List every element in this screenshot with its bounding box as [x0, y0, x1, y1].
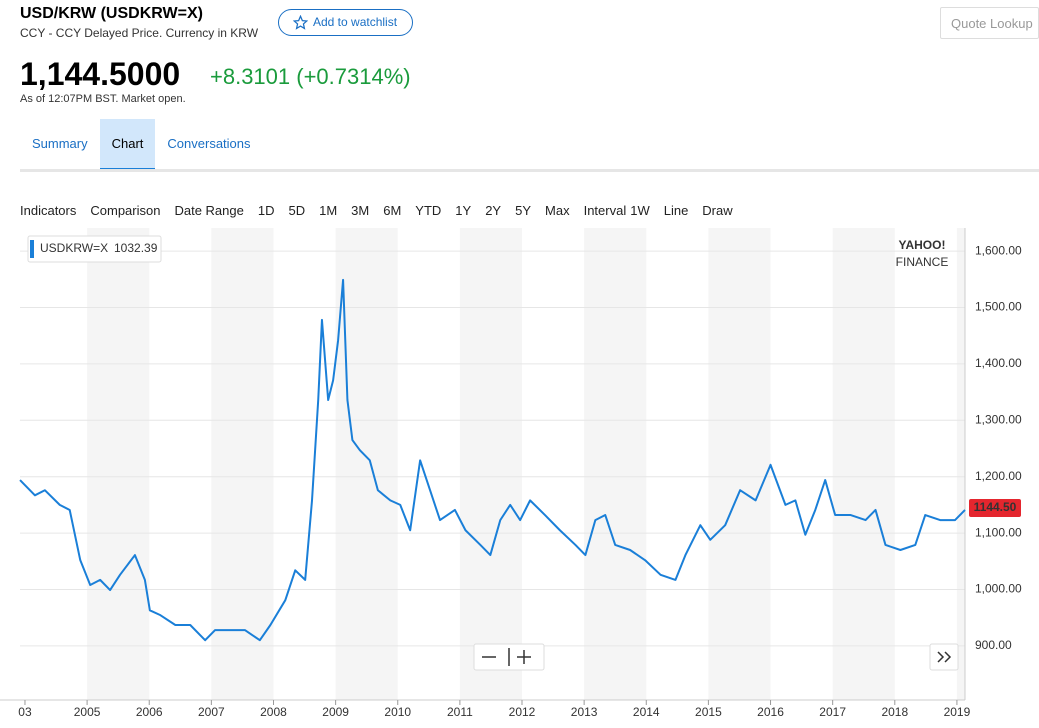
toolbar-item[interactable]: Line	[663, 203, 689, 218]
x-tick-label: 2017	[819, 705, 846, 719]
x-tick-label: 2010	[384, 705, 411, 719]
year-band	[584, 228, 647, 700]
y-tick-label: 1,600.00	[975, 243, 1022, 257]
x-tick-label: 2012	[509, 705, 536, 719]
year-band	[335, 228, 398, 700]
year-band	[211, 228, 274, 700]
subtitle: CCY - CCY Delayed Price. Currency in KRW	[20, 26, 259, 40]
tab[interactable]: Chart	[99, 119, 156, 171]
toolbar-item[interactable]: 6M	[383, 203, 402, 218]
toolbar-item[interactable]: 5D	[288, 203, 306, 218]
toolbar-item[interactable]: Indicators	[20, 203, 77, 218]
watermark: YAHOO!	[899, 238, 946, 252]
x-tick-label: 2015	[695, 705, 722, 719]
toolbar-item[interactable]: YTD	[415, 203, 442, 218]
toolbar-item[interactable]: Max	[545, 203, 570, 218]
legend-swatch	[30, 240, 34, 258]
toolbar-item[interactable]: 1D	[257, 203, 275, 218]
watchlist-label: Add to watchlist	[313, 15, 398, 29]
toolbar-item[interactable]: 1Y	[455, 203, 472, 218]
toolbar: Indicators Comparison Date Range 1D 5D 1M 3M 6M…	[20, 203, 747, 218]
x-tick-label: 2019	[944, 705, 971, 719]
x-tick-label: 2011	[447, 705, 473, 719]
star-icon	[293, 15, 308, 30]
x-tick-label: 2007	[198, 705, 225, 719]
x-tick-label: 2014	[633, 705, 660, 719]
toolbar-item[interactable]: 3M	[351, 203, 370, 218]
x-tick-label: 2016	[757, 705, 784, 719]
year-band	[87, 228, 150, 700]
toolbar-item[interactable]: 1W	[630, 203, 650, 218]
year-band	[708, 228, 771, 700]
x-tick-label: 2005	[74, 705, 101, 719]
toolbar-item[interactable]: Interval	[583, 203, 627, 218]
x-tick-label: 2018	[881, 705, 908, 719]
year-band	[459, 228, 523, 700]
zoom-icons	[482, 648, 531, 666]
divider	[20, 169, 1039, 172]
x-tick-label: 2013	[571, 705, 598, 719]
legend-value: 1032.39	[114, 241, 158, 255]
watermark: FINANCE	[896, 255, 949, 269]
y-tick-label: 900.00	[975, 638, 1012, 652]
tab[interactable]: Summary	[32, 136, 88, 151]
y-tick-label: 1,400.00	[975, 356, 1022, 370]
as-of: As of 12:07PM BST. Market open.	[20, 93, 186, 105]
toolbar-item[interactable]: Comparison	[90, 203, 161, 218]
x-tick-label: 03	[18, 705, 32, 719]
chart: 900.00 1,000.00 1,100.00 1,200.00 1,300.00 1,…	[0, 228, 1022, 719]
toolbar-item[interactable]: 5Y	[515, 203, 532, 218]
scroll-icon	[937, 651, 952, 663]
y-tick-label: 1,100.00	[975, 525, 1022, 539]
y-tick-label: 1,500.00	[975, 300, 1022, 314]
legend-box	[27, 235, 162, 263]
x-tick-label: 2006	[136, 705, 163, 719]
tabs: Summary Chart Conversations	[20, 119, 263, 171]
toolbar-item[interactable]: 2Y	[485, 203, 502, 218]
toolbar-item[interactable]: Draw	[702, 203, 733, 218]
year-band	[832, 228, 895, 700]
current-price-label: 1144.50	[974, 500, 1017, 514]
y-tick-label: 1,200.00	[975, 469, 1022, 483]
x-tick-label: 2008	[260, 705, 287, 719]
year-band	[956, 228, 965, 700]
quote-lookup[interactable]: Quote Lookup	[940, 7, 1039, 39]
price: 1,144.5000	[20, 56, 181, 92]
price-line	[19, 278, 966, 642]
toolbar-item[interactable]: 1M	[319, 203, 338, 218]
x-tick-label: 2009	[322, 705, 349, 719]
tab[interactable]: Conversations	[167, 136, 251, 151]
title: USD/KRW (USDKRW=X)	[20, 5, 203, 22]
toolbar-item[interactable]: Date Range	[174, 203, 244, 218]
y-tick-label: 1,000.00	[975, 582, 1022, 596]
price-change: +8.3101 (+0.7314%)	[210, 64, 411, 89]
watchlist-button[interactable]: Add to watchlist	[278, 9, 413, 36]
current-price-tag	[969, 498, 1021, 517]
y-tick-label: 1,300.00	[975, 412, 1022, 426]
legend-name: USDKRW=X	[40, 241, 108, 255]
